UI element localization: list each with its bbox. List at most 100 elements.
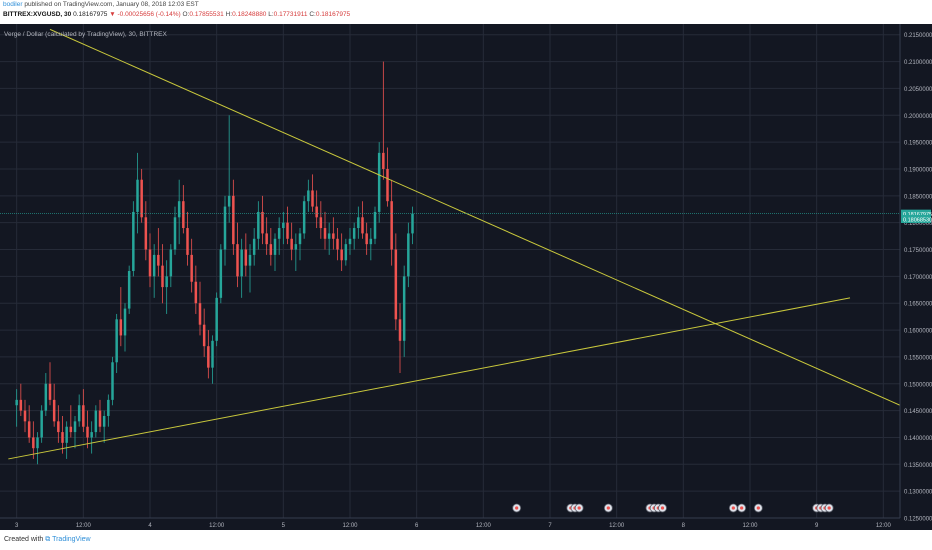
brand-name[interactable]: TradingView (52, 536, 91, 543)
candle-body (190, 254, 193, 282)
event-marker-dot (660, 506, 665, 510)
candle-body (40, 410, 43, 438)
candle-body (265, 233, 268, 245)
candle-body (152, 254, 156, 277)
candle-body (136, 179, 139, 212)
candle-body (252, 238, 256, 255)
candle-body (169, 249, 173, 277)
candle-body (82, 405, 85, 427)
candle-body (69, 426, 73, 433)
trendline-layer[interactable] (0, 28, 901, 460)
candle-body (327, 233, 331, 239)
event-marker-dot (515, 506, 519, 510)
candle-body (344, 244, 348, 261)
candle-body (27, 421, 31, 438)
candle-body (407, 233, 410, 277)
candle-body (332, 233, 335, 239)
candle-body (161, 265, 164, 288)
candle-body (119, 319, 123, 336)
event-marker-dot (756, 506, 760, 510)
candle-body (44, 383, 48, 411)
candle-body (411, 213, 414, 234)
candle-body (182, 201, 185, 229)
high-value: 0.18248880 (232, 11, 267, 18)
candle-body (340, 249, 343, 261)
chart-background (0, 24, 932, 530)
candle-body (52, 399, 56, 422)
x-tick-label: 12:00 (609, 523, 625, 529)
candle-body (390, 201, 393, 250)
candle-body (15, 399, 18, 406)
candle-body (102, 415, 106, 427)
symbol-name: BITTREX:XVGUSD, 30 (3, 11, 72, 18)
low-label: L: (268, 11, 274, 18)
candle-body (307, 190, 310, 202)
candle-body (65, 426, 68, 443)
candle-body (115, 319, 118, 363)
author-link[interactable]: bodiler (3, 1, 23, 8)
low-value: 0.17731911 (273, 11, 308, 18)
candle-body (369, 238, 373, 245)
chart-header: bodiler published on TradingView.com, Ja… (0, 0, 932, 24)
change-arrow: ▼ (109, 11, 116, 18)
candle-body (61, 432, 64, 443)
x-tick-label: 7 (548, 523, 552, 529)
candle-body (207, 346, 210, 368)
candle-body (215, 297, 218, 341)
symbol-info: BITTREX:XVGUSD, 30 0.18167975 ▼ -0.00025… (3, 11, 350, 18)
candle-body (94, 410, 98, 433)
candle-body (211, 340, 214, 368)
candle-body (336, 238, 339, 250)
candle-body (298, 233, 302, 245)
publish-info: bodiler published on TradingView.com, Ja… (3, 1, 199, 8)
candle-body (386, 168, 389, 202)
price-change: -0.00025656 (-0.14%) (117, 11, 181, 18)
candle-body (382, 152, 385, 169)
candle-body (90, 432, 93, 438)
candle-body (394, 249, 398, 320)
candle-body (73, 421, 77, 433)
secondary-price-tag (901, 214, 931, 223)
candle-body (32, 437, 35, 449)
candle-body (148, 249, 152, 277)
candle-body (227, 195, 231, 207)
event-marker-dot (740, 506, 744, 510)
event-marker-layer[interactable] (512, 503, 834, 513)
open-value: 0.17855531 (189, 11, 224, 18)
trendline-resistance[interactable] (49, 28, 901, 406)
created-with: Created with ⧉ TradingView (4, 536, 91, 544)
candle-body (290, 238, 293, 250)
candle-body (277, 228, 281, 239)
footer: Created with ⧉ TradingView (0, 530, 932, 550)
event-marker-dot (577, 506, 581, 510)
published-text: published on TradingView.com, January 08… (24, 1, 199, 8)
trendline-support[interactable] (8, 297, 851, 460)
candle-body (269, 244, 273, 255)
current-price-tag (901, 209, 931, 218)
last-price: 0.18167975 (73, 11, 108, 18)
candle-body (186, 228, 189, 255)
candle-body (123, 308, 127, 336)
candle-body (352, 228, 356, 239)
candle-body (98, 410, 102, 427)
x-tick-label: 12:00 (876, 523, 892, 529)
candle-body (248, 254, 252, 266)
candle-body (244, 249, 248, 266)
candle-layer (15, 61, 414, 465)
x-tick-label: 6 (415, 523, 419, 529)
created-text: Created with (4, 536, 44, 543)
